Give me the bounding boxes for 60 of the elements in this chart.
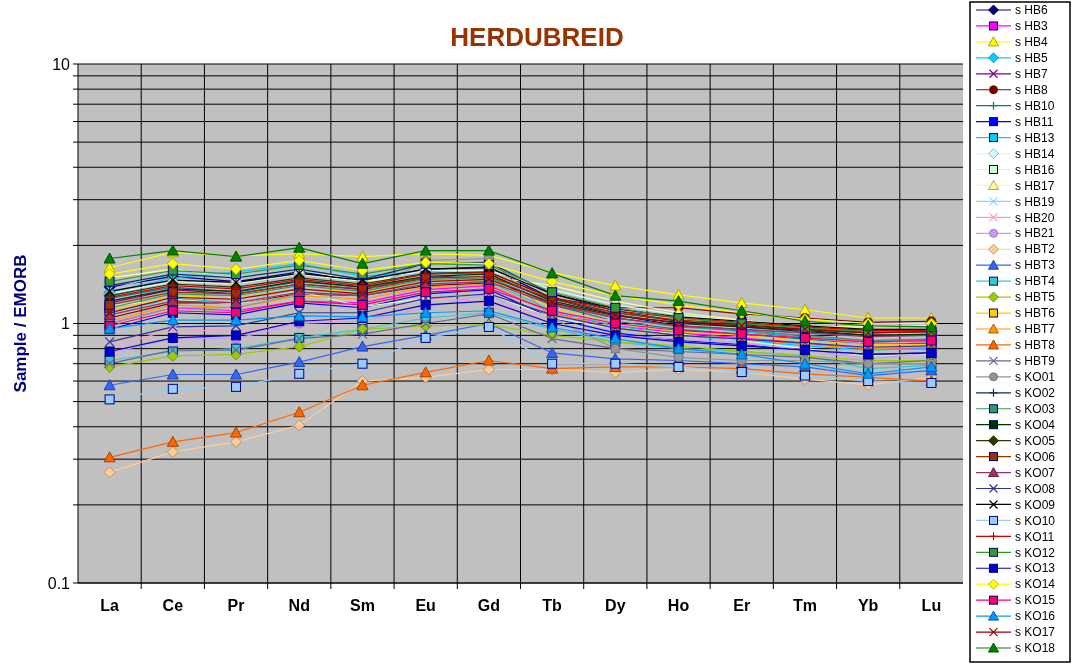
y-tick-label: 0.1 [47, 574, 71, 592]
legend-label: s HB11 [1015, 114, 1054, 129]
legend-label: s HB4 [1015, 35, 1048, 50]
legend-label: s HB19 [1015, 194, 1055, 209]
legend-label: s KO15 [1015, 593, 1056, 608]
legend-label: s HB5 [1015, 51, 1048, 66]
legend-label: s KO17 [1015, 625, 1056, 640]
legend-label: s HB7 [1015, 66, 1048, 81]
legend-label: s KO01 [1015, 370, 1056, 385]
legend-label: s KO08 [1015, 481, 1056, 496]
legend-label: s HB17 [1015, 178, 1055, 193]
legend-label: s KO13 [1015, 561, 1056, 576]
legend-label: s HBT2 [1015, 242, 1056, 257]
y-axis-title: Sample / EMORB [11, 254, 30, 393]
x-tick-label: Lu [921, 597, 942, 614]
x-tick-label: Dy [605, 597, 626, 614]
legend-label: s HB21 [1015, 226, 1055, 241]
legend-label: s HB20 [1015, 210, 1055, 225]
legend-label: s KO02 [1015, 386, 1056, 400]
chart-title: HERDUBREID [450, 22, 624, 52]
legend-label: s HBT8 [1015, 338, 1056, 353]
x-tick-label: Tm [792, 597, 817, 614]
legend-label: s KO18 [1015, 641, 1056, 656]
legend-label: s KO03 [1015, 401, 1056, 416]
x-tick-label: Ho [667, 597, 690, 614]
legend-label: s HBT4 [1015, 274, 1056, 289]
x-tick-label: Er [733, 597, 751, 614]
legend-label: s HB13 [1015, 130, 1055, 145]
legend-label: s HBT6 [1015, 306, 1056, 321]
legend-label: s KO14 [1015, 577, 1056, 592]
legend-label: s KO11 [1015, 529, 1055, 544]
x-tick-label: La [100, 597, 120, 614]
x-tick-label: Pr [227, 597, 245, 614]
legend-label: s HB3 [1015, 19, 1048, 34]
legend-label: s HB8 [1015, 82, 1048, 97]
legend-label: s KO10 [1015, 513, 1056, 528]
legend-label: s HB10 [1015, 98, 1055, 113]
legend-label: s HBT3 [1015, 258, 1056, 273]
x-tick-label: Tb [542, 597, 563, 614]
legend-label: s KO04 [1015, 417, 1056, 432]
legend-label: s HBT5 [1015, 290, 1056, 305]
x-tick-label: Sm [350, 597, 375, 614]
legend-label: s HBT7 [1015, 322, 1056, 337]
legend-label: s KO07 [1015, 465, 1056, 480]
x-tick-label: Gd [477, 597, 500, 614]
legend-label: s KO05 [1015, 433, 1056, 448]
legend-label: s HB16 [1015, 162, 1055, 177]
x-tick-label: Yb [857, 597, 879, 614]
y-tick-label: 10 [52, 55, 71, 73]
legend-label: s KO06 [1015, 449, 1056, 464]
legend-label: s HB14 [1015, 146, 1055, 161]
legend-label: s KO12 [1015, 545, 1056, 560]
x-tick-label: Ce [162, 597, 184, 614]
x-tick-label: Nd [288, 597, 310, 614]
x-tick-label: Eu [415, 597, 436, 614]
y-tick-label: 1 [61, 315, 71, 333]
legend-label: s KO09 [1015, 497, 1056, 512]
legend-label: s HB6 [1015, 3, 1048, 18]
legend-label: s KO16 [1015, 609, 1056, 624]
legend-label: s HBT9 [1015, 354, 1056, 369]
